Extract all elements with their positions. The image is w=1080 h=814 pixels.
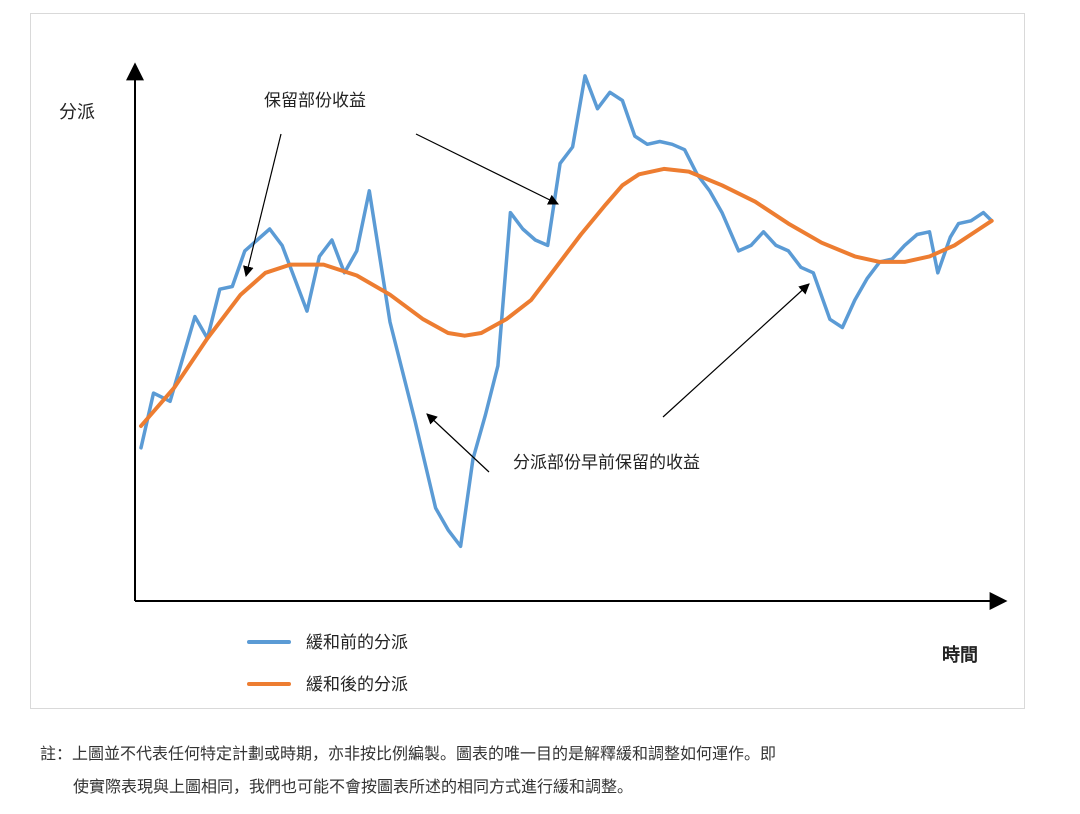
footnote-line-2: 使實際表現與上圖相同，我們也可能不會按圖表所述的相同方式進行緩和調整。 (73, 777, 634, 796)
annotation-retained-label: 保留部份收益 (264, 91, 366, 111)
chart-frame: 分派 時間 保留部份收益 分派部份早前保留的收益 緩和前的分派 緩和後的分派 (30, 13, 1025, 709)
annotation-distributed-arrow-2 (662, 283, 810, 418)
series-line-after (139, 166, 994, 428)
footnote-line-1: 註：上圖並不代表任何特定計劃或時期，亦非按比例編製。圖表的唯一目的是解釋緩和調整… (40, 744, 777, 763)
legend-label-before: 緩和前的分派 (306, 633, 408, 653)
legend: 緩和前的分派 緩和後的分派 (247, 633, 408, 695)
annotation-retained-arrow-2 (415, 133, 559, 205)
legend-label-after: 緩和後的分派 (306, 675, 408, 695)
footnote: 註：上圖並不代表任何特定計劃或時期，亦非按比例編製。圖表的唯一目的是解釋緩和調整… (40, 737, 1050, 803)
y-axis-title: 分派 (59, 102, 95, 123)
series-line-before (139, 74, 994, 549)
annotation-distributed-arrow-1 (426, 413, 490, 473)
annotation-retained-arrow-1 (243, 133, 282, 278)
annotation-distributed-label: 分派部份早前保留的收益 (513, 453, 700, 473)
x-axis-title: 時間 (942, 645, 978, 666)
distribution-chart: 分派 時間 保留部份收益 分派部份早前保留的收益 緩和前的分派 緩和後的分派 (59, 62, 1008, 695)
